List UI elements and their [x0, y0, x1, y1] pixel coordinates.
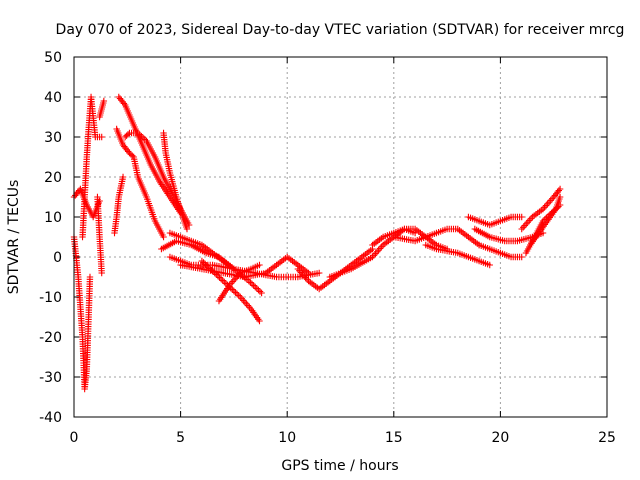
x-tick-label: 25 — [598, 430, 616, 446]
data-point — [255, 286, 262, 294]
y-tick-label: -30 — [39, 370, 62, 386]
series-arc-d — [96, 97, 108, 121]
data-point — [86, 273, 94, 281]
data-point — [486, 261, 493, 269]
series-arc-r — [326, 225, 419, 281]
y-tick-label: 30 — [44, 130, 62, 146]
data-point — [258, 289, 265, 297]
data-point — [235, 292, 242, 299]
data-point — [247, 279, 254, 286]
data-point — [100, 97, 108, 105]
plot-frame — [73, 56, 608, 418]
data-point — [518, 213, 525, 221]
data-point — [250, 282, 257, 289]
data-point — [518, 253, 525, 261]
data-point — [253, 285, 261, 292]
series-arc-c — [79, 93, 105, 241]
data-point — [214, 272, 222, 280]
data-point — [98, 269, 105, 277]
data-point — [556, 185, 564, 193]
data-point — [256, 317, 263, 325]
data-point — [252, 283, 259, 291]
series-arc-x — [475, 241, 525, 261]
data-point — [221, 278, 228, 286]
data-point — [183, 225, 191, 233]
tick-labels: 0 5 10 15 20 25 -40 -30 -20 -10 0 10 20 30 40 50 — [39, 50, 616, 446]
series-arc-v — [465, 213, 525, 229]
data-point — [556, 193, 564, 201]
data-point — [256, 288, 264, 295]
y-tick-label: 50 — [44, 50, 62, 66]
data-point — [119, 173, 127, 181]
data-point — [124, 131, 132, 138]
data-point — [217, 275, 225, 283]
y-tick-label: 40 — [44, 90, 62, 106]
x-tick-label: 20 — [491, 430, 509, 446]
y-axis-label: SDTVAR / TECUs — [6, 180, 22, 295]
grid — [74, 57, 607, 417]
data-point — [233, 290, 241, 298]
series-arc-p — [177, 253, 312, 281]
data-point — [160, 233, 167, 241]
y-tick-label: -20 — [39, 330, 62, 346]
data-point — [248, 280, 256, 288]
x-tick-label: 15 — [385, 430, 403, 446]
series-arc-z — [518, 185, 564, 233]
data-point — [305, 269, 312, 277]
plot-area — [70, 93, 564, 393]
axis-ticks — [73, 56, 608, 418]
x-tick-label: 10 — [278, 430, 296, 446]
x-tick-label: 5 — [176, 430, 185, 446]
data-point — [232, 289, 239, 296]
data-point — [198, 257, 206, 265]
series-arc-g — [113, 125, 167, 241]
y-tick-label: -10 — [39, 290, 62, 306]
series-arc-u — [422, 241, 493, 269]
series-arc-f — [115, 93, 184, 217]
data-point — [230, 287, 238, 295]
series-arc-e — [94, 193, 105, 277]
data-point — [315, 269, 323, 277]
data-point — [129, 152, 136, 159]
y-tick-label: -40 — [39, 410, 62, 426]
y-tick-label: 0 — [53, 250, 62, 266]
x-tick-label: 0 — [70, 430, 79, 446]
y-tick-label: 10 — [44, 210, 62, 226]
series-arc-aa — [527, 193, 564, 249]
chart-title: Day 070 of 2023, Sidereal Day-to-day VTE… — [56, 22, 625, 38]
x-axis-label: GPS time / hours — [281, 458, 398, 474]
series-arc-b — [70, 233, 94, 393]
data-point — [98, 133, 105, 141]
series-arc-i — [111, 173, 127, 237]
data-point — [256, 261, 263, 269]
y-tick-label: 20 — [44, 170, 62, 186]
data-point — [219, 277, 226, 284]
series-arc-j — [160, 129, 191, 233]
